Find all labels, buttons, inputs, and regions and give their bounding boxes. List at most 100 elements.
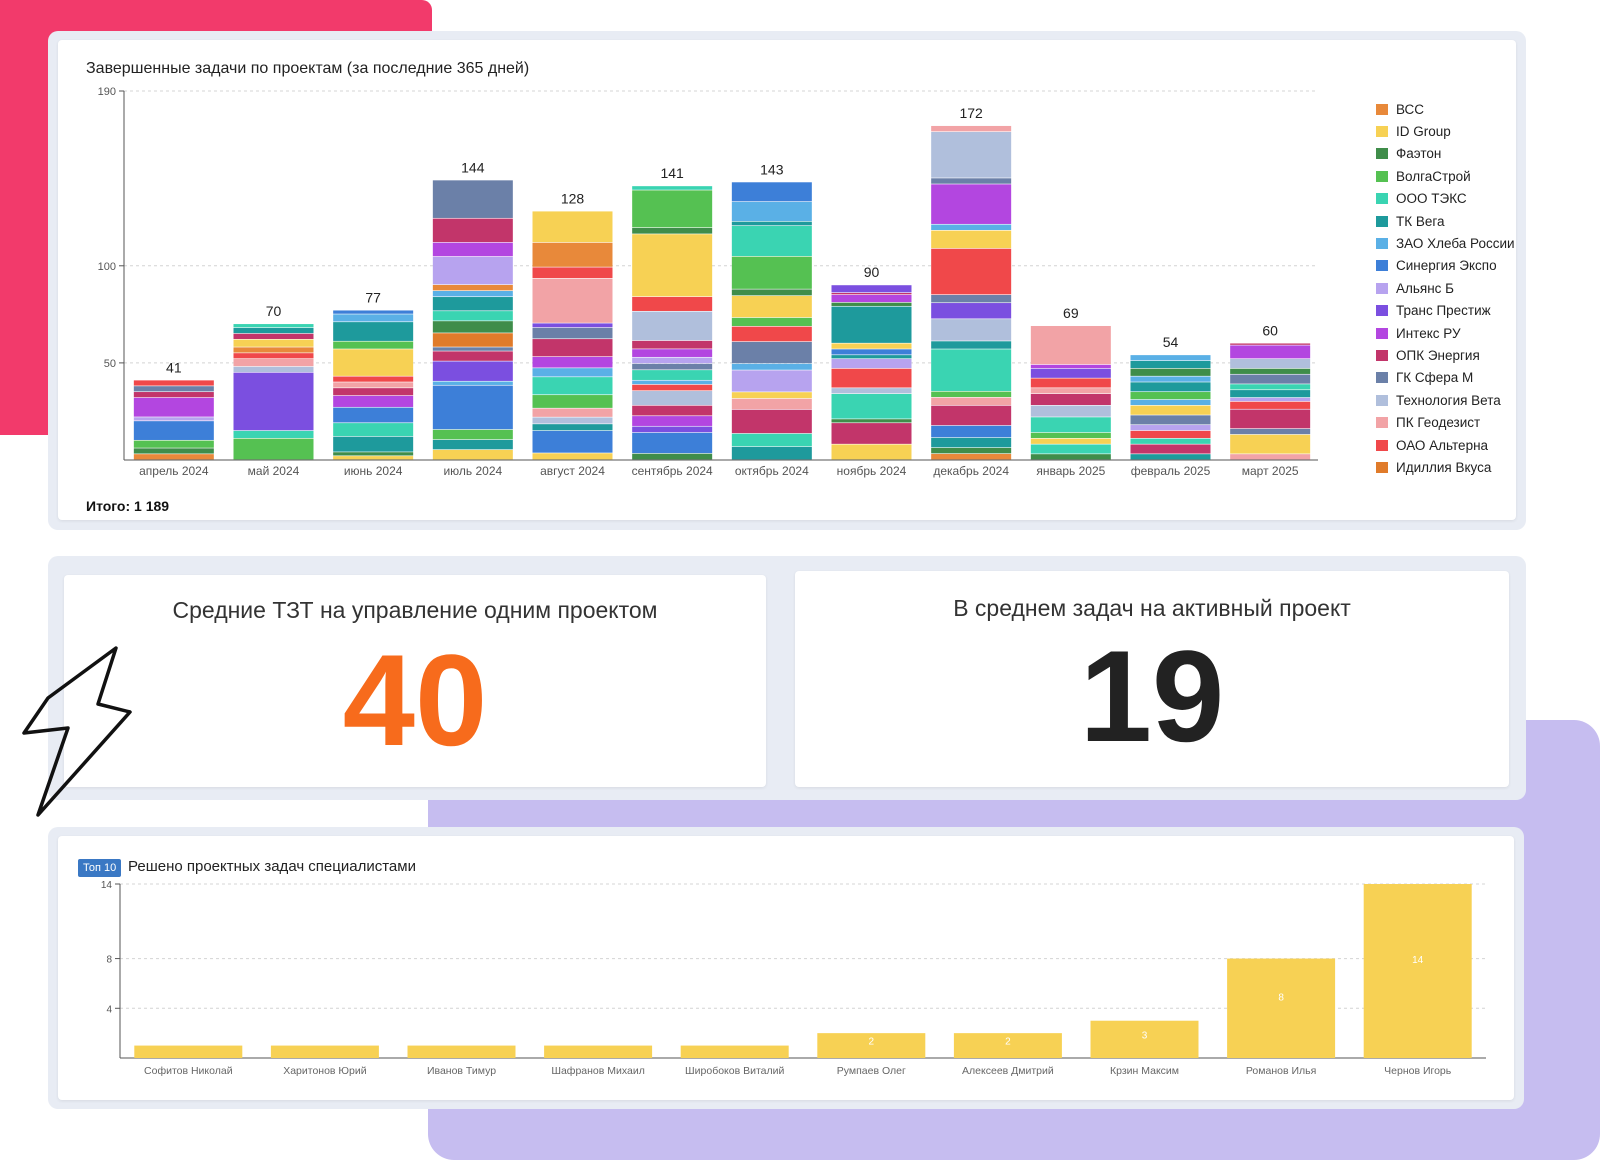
legend-label: ТК Вега	[1396, 213, 1445, 229]
bar-segment	[532, 430, 613, 453]
legend-item[interactable]: Интекс РУ	[1376, 322, 1515, 344]
bar-segment	[432, 361, 513, 381]
bar-segment	[432, 439, 513, 450]
bar-segment	[632, 391, 713, 406]
legend-label: Альянс Б	[1396, 280, 1455, 296]
x-tick-label: Романов Илья	[1246, 1065, 1316, 1077]
legend-item[interactable]: ПК Геодезист	[1376, 411, 1515, 433]
bar-data-label: 2	[1005, 1037, 1011, 1048]
bar-segment	[1030, 444, 1111, 454]
bar-segment	[1130, 382, 1211, 392]
bar-segment	[432, 290, 513, 297]
bar-segment	[532, 408, 613, 417]
bar-segment	[632, 296, 713, 311]
bar-segment	[1130, 454, 1211, 460]
legend-label: Технология Вета	[1396, 392, 1501, 408]
bar-segment	[1230, 401, 1311, 409]
specialist-bar	[407, 1045, 516, 1058]
legend-item[interactable]: ООО ТЭКС	[1376, 188, 1515, 210]
bar-segment	[432, 347, 513, 351]
legend-label: ПК Геодезист	[1396, 415, 1481, 431]
bar-segment	[632, 357, 713, 364]
bar-segment	[731, 221, 812, 226]
bar-segment	[432, 381, 513, 385]
y-tick-label: 4	[106, 1004, 112, 1015]
bar-segment	[1030, 432, 1111, 439]
bar-segment	[731, 201, 812, 222]
bar-segment	[831, 292, 912, 295]
bar-total-label: 41	[166, 359, 182, 375]
legend-label: Синергия Экспо	[1396, 258, 1497, 274]
legend-swatch	[1376, 372, 1388, 384]
legend-item[interactable]: Альянс Б	[1376, 277, 1515, 299]
bar-segment	[133, 448, 214, 454]
legend-item[interactable]: Фаэтон	[1376, 143, 1515, 165]
bar-segment	[333, 349, 414, 376]
bar-segment	[731, 363, 812, 370]
bar-segment	[1130, 438, 1211, 444]
bar-segment	[333, 436, 414, 452]
bar-segment	[831, 285, 912, 293]
legend-item[interactable]: ОПК Энергия	[1376, 344, 1515, 366]
bar-segment	[632, 349, 713, 357]
y-tick-label: 50	[104, 358, 116, 370]
bar-segment	[333, 423, 414, 437]
x-tick-label: декабрь 2024	[933, 464, 1009, 478]
specialist-chart-title: Решено проектных задач специалистами	[128, 858, 416, 875]
bar-segment	[731, 392, 812, 399]
bar-segment	[1130, 360, 1211, 369]
x-tick-label: июль 2024	[443, 464, 502, 478]
legend-swatch	[1376, 238, 1388, 250]
bar-segment	[1230, 409, 1311, 429]
legend-swatch	[1376, 126, 1388, 138]
bar-segment	[333, 322, 414, 341]
legend-item[interactable]: Идиллия Вкуса	[1376, 456, 1515, 478]
bar-segment	[931, 224, 1012, 230]
legend-swatch	[1376, 282, 1388, 294]
legend-item[interactable]: ТК Вега	[1376, 210, 1515, 232]
legend-label: Идиллия Вкуса	[1396, 459, 1492, 475]
bar-segment	[831, 355, 912, 359]
bar-total-label: 69	[1063, 305, 1079, 321]
bar-segment	[1230, 359, 1311, 369]
specialist-chart-plot: 4 8 14 Софитов Николай Харитонов Юрий Иванов …	[101, 880, 1486, 1077]
bar-segment	[931, 453, 1012, 460]
legend-item[interactable]: ЗАО Хлеба России	[1376, 232, 1515, 254]
bar-segment	[133, 421, 214, 440]
top10-badge: Топ 10	[78, 859, 122, 877]
bar-segment	[133, 417, 214, 421]
legend-item[interactable]: ОАО Альтерна	[1376, 434, 1515, 456]
legend-swatch	[1376, 215, 1388, 227]
bar-segment	[632, 453, 713, 460]
bar-segment	[1230, 384, 1311, 390]
kpi-card-avg-tzt: Средние ТЗТ на управление одним проектом…	[64, 575, 766, 787]
bar-total-label: 54	[1163, 334, 1179, 350]
bar-segment	[831, 294, 912, 303]
bar-segment	[432, 351, 513, 361]
legend-item[interactable]: ВСС	[1376, 98, 1515, 120]
bar-segment	[1130, 444, 1211, 454]
legend-item[interactable]: Синергия Экспо	[1376, 255, 1515, 277]
legend-label: Транс Престиж	[1396, 303, 1491, 319]
kpi-avg-tzt-value: 40	[342, 627, 488, 773]
bar-segment	[1130, 425, 1211, 431]
bar-segment	[831, 359, 912, 369]
legend-item[interactable]: Технология Вета	[1376, 389, 1515, 411]
legend-swatch	[1376, 417, 1388, 429]
legend-item[interactable]: Транс Престиж	[1376, 300, 1515, 322]
bar-segment	[432, 311, 513, 321]
bar-segment	[931, 248, 1012, 295]
project-chart-card: Завершенные задачи по проектам (за после…	[58, 40, 1516, 520]
legend-item[interactable]: ГК Сфера М	[1376, 367, 1515, 389]
legend-swatch	[1376, 170, 1388, 182]
bar-segment	[1030, 364, 1111, 369]
legend-item[interactable]: ВолгаСтрой	[1376, 165, 1515, 187]
bar-segment	[333, 341, 414, 349]
legend-swatch	[1376, 148, 1388, 160]
bar-segment	[432, 333, 513, 347]
legend-item[interactable]: ID Group	[1376, 120, 1515, 142]
bar-segment	[432, 429, 513, 440]
bar-segment	[731, 182, 812, 202]
bar-total-label: 90	[864, 264, 880, 280]
bar-segment	[1130, 355, 1211, 361]
